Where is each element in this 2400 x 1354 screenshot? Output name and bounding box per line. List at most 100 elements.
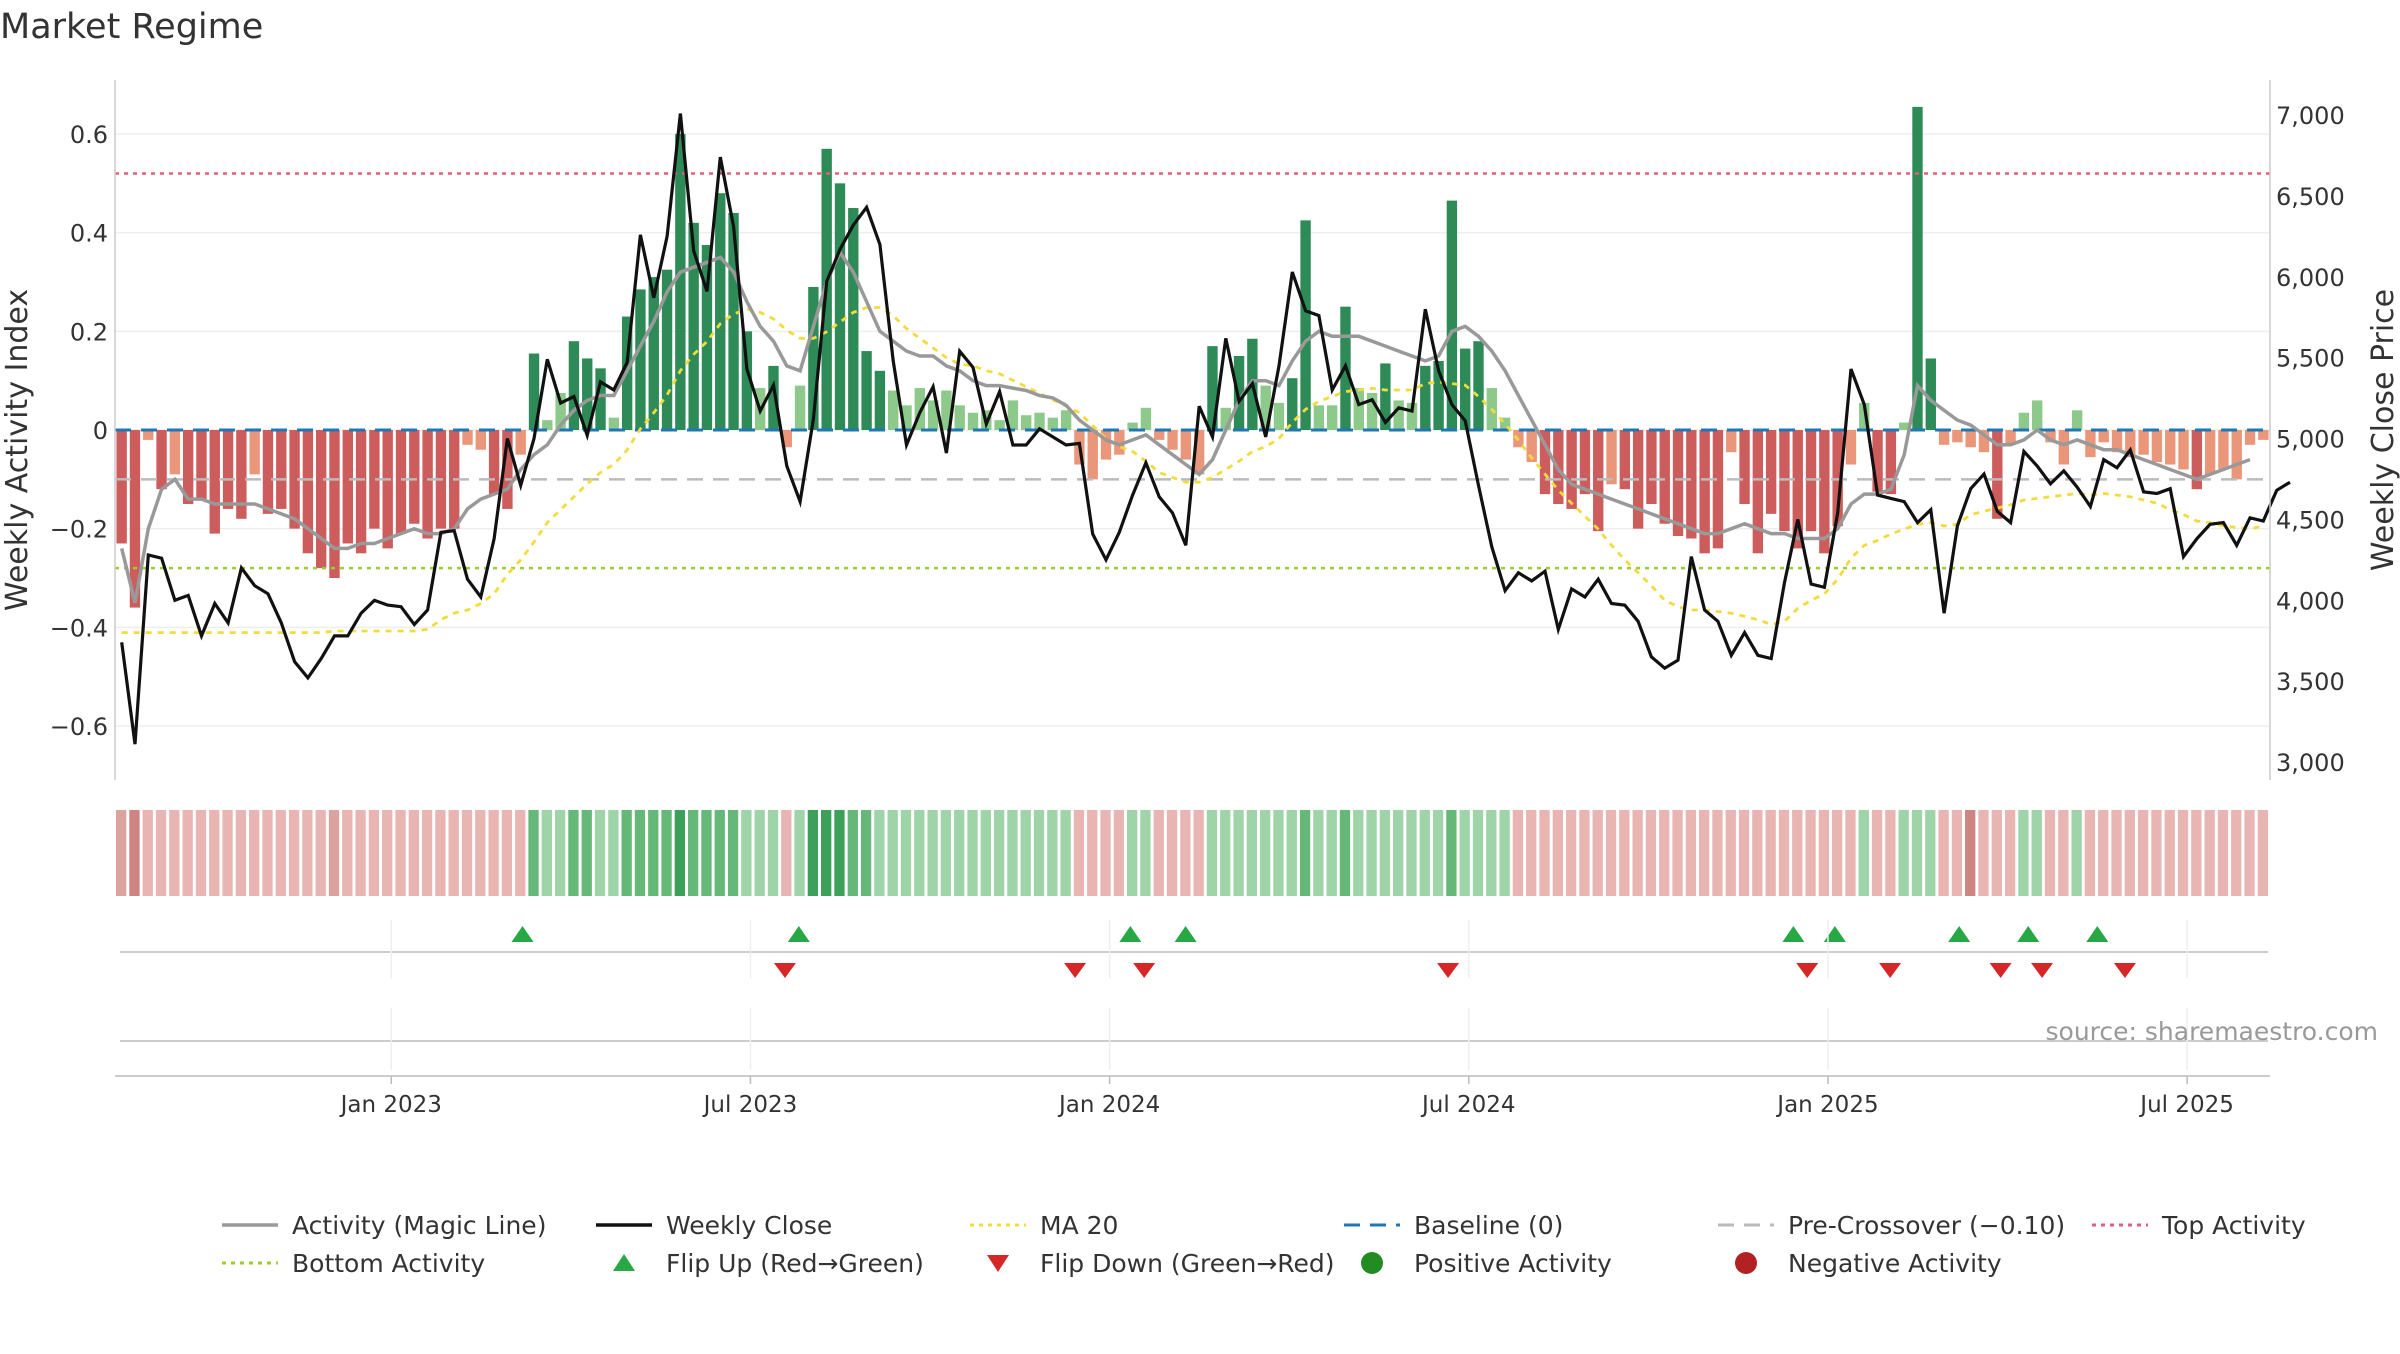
regime-strip-cell [1419, 810, 1430, 896]
regime-strip-cell [355, 810, 366, 896]
regime-strip-cell [1512, 810, 1524, 896]
regime-strip-cell [1299, 810, 1311, 896]
regime-strip-cell [1619, 810, 1630, 896]
legend-label: Top Activity [2161, 1211, 2306, 1240]
regime-strip-cell [967, 810, 978, 896]
regime-strip [116, 810, 2268, 896]
regime-strip-cell [2018, 810, 2029, 896]
regime-strip-cell [382, 810, 393, 896]
regime-strip-cell [1180, 810, 1191, 896]
regime-strip-cell [1087, 810, 1098, 896]
legend-label: Pre-Crossover (−0.10) [1788, 1211, 2065, 1240]
regime-strip-cell [1366, 810, 1377, 896]
flip-up-marker [1948, 926, 1971, 942]
regime-strip-cell [674, 810, 686, 896]
regime-strip-cell [1153, 810, 1164, 896]
activity-bar [1034, 412, 1045, 430]
activity-bar [1859, 402, 1870, 430]
regime-strip-cell [1539, 810, 1550, 896]
flip-up-marker [511, 926, 534, 942]
activity-bar [1965, 430, 1976, 448]
regime-strip-cell [2098, 810, 2109, 896]
activity-bar [1326, 405, 1338, 430]
activity-bar [808, 286, 819, 430]
activity-bar [329, 430, 340, 578]
regime-strip-cell [1393, 810, 1404, 896]
activity-bar [2125, 430, 2136, 458]
activity-bar [116, 430, 127, 544]
lower-panel [115, 1040, 2270, 1077]
activity-bar [1952, 430, 1963, 443]
regime-strip-cell [2244, 810, 2255, 896]
regime-strip-cell [1486, 810, 1497, 896]
activity-bar [2231, 430, 2242, 480]
regime-strip-cell [129, 810, 140, 896]
regime-strip-cell [1047, 810, 1058, 896]
regime-strip-cell [1060, 810, 1071, 896]
activity-bar [1686, 430, 1697, 539]
regime-strip-cell [1951, 810, 1963, 896]
legend: Activity (Magic Line) Weekly Close MA 20 Ba… [222, 1211, 2306, 1278]
activity-bar [954, 405, 965, 430]
y-right-tick-label: 7,000 [2276, 102, 2345, 130]
activity-bar [1154, 430, 1165, 440]
activity-bar [1579, 430, 1591, 495]
regime-strip-cell [515, 810, 526, 896]
legend-label: Flip Up (Red→Green) [666, 1249, 924, 1278]
regime-strip-cell [408, 810, 419, 896]
y-right-tick-label: 4,000 [2276, 587, 2345, 615]
activity-bar [967, 412, 979, 430]
activity-bar [1393, 400, 1404, 430]
activity-bar [582, 358, 593, 430]
activity-bar [1060, 410, 1072, 430]
regime-strip-cell [1313, 810, 1324, 896]
regime-strip-cell [1858, 810, 1869, 896]
activity-bar [156, 430, 167, 490]
regime-strip-cell [195, 810, 207, 896]
regime-strip-cell [2257, 810, 2268, 896]
y-left-tick-label: −0.2 [50, 516, 108, 544]
regime-strip-cell [1898, 810, 1909, 896]
activity-bar [1140, 407, 1152, 430]
regime-strip-cell [182, 810, 193, 896]
activity-bar [2058, 430, 2069, 465]
y-left-tick-label: 0.6 [70, 121, 108, 149]
regime-strip-cell [1552, 810, 1563, 896]
activity-bar [143, 430, 154, 440]
activity-bar [2178, 430, 2189, 470]
magic-line [120, 248, 2251, 604]
activity-bar [848, 208, 859, 430]
x-tick-label: Jul 2023 [702, 1092, 798, 1118]
flip-up-marker [1174, 926, 1197, 942]
flip-up-marker [1119, 926, 1142, 942]
activity-bar [2138, 430, 2149, 455]
regime-strip-cell [1126, 810, 1138, 896]
regime-strip-cell [421, 810, 433, 896]
activity-bar [1526, 430, 1537, 463]
x-axis: Jan 2023 Jul 2023 Jan 2024 Jul 2024 Jan 2025… [339, 920, 2234, 1118]
activity-bar [1792, 430, 1803, 549]
regime-strip-cell [288, 810, 300, 896]
activity-bar [462, 430, 473, 445]
regime-strip-cell [1832, 810, 1843, 896]
regime-strip-cell [741, 810, 752, 896]
y-left-tick-label: −0.4 [50, 614, 108, 642]
regime-strip-cell [435, 810, 446, 896]
activity-bar [369, 430, 380, 529]
regime-strip-cell [1379, 810, 1391, 896]
regime-strip-cell [594, 810, 606, 896]
regime-strip-cell [1406, 810, 1417, 896]
activity-bar [1047, 417, 1059, 430]
regime-strip-cell [2204, 810, 2215, 896]
activity-bar [1220, 407, 1231, 430]
regime-strip-cell [2071, 810, 2082, 896]
regime-strip-cell [235, 810, 247, 896]
regime-strip-cell [1698, 810, 1710, 896]
activity-bar [1353, 388, 1364, 430]
main-gridlines [115, 133, 2270, 727]
activity-bar [914, 388, 925, 430]
activity-bar [542, 420, 553, 430]
regime-strip-cell [169, 810, 180, 896]
activity-bar [289, 430, 300, 529]
regime-strip-cell [1778, 810, 1790, 896]
